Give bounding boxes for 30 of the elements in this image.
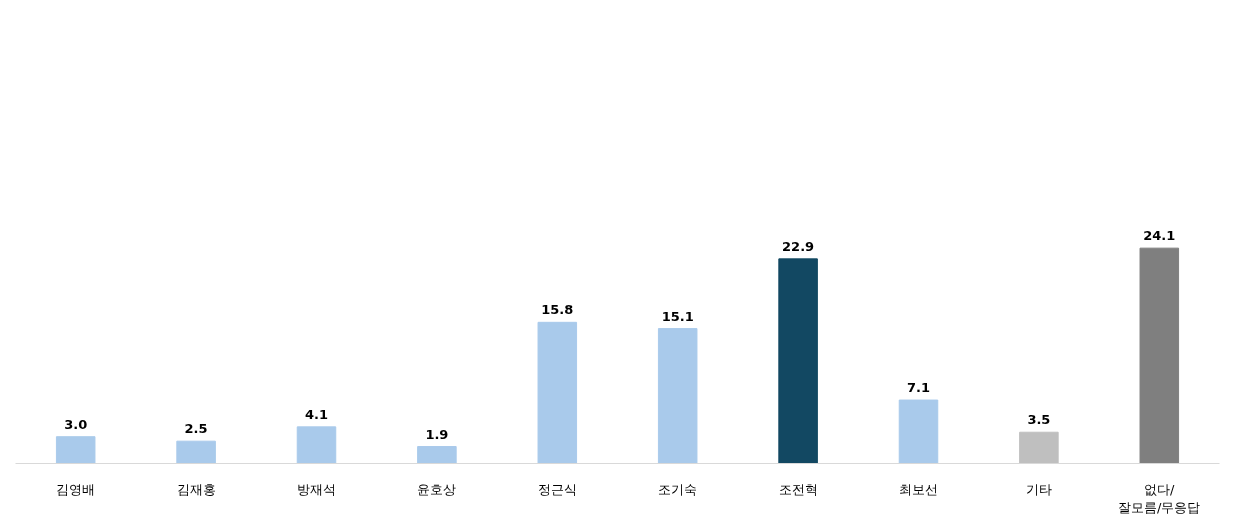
bar: [296, 426, 337, 464]
bar: [55, 436, 96, 464]
x-tick-label: 김영배: [56, 481, 96, 497]
bar: [898, 399, 939, 464]
data-label: 7.1: [906, 380, 931, 396]
bar: [778, 258, 818, 464]
data-label: 2.5: [184, 421, 208, 437]
data-label: 3.0: [64, 416, 88, 432]
data-label: 24.1: [1143, 228, 1176, 244]
x-tick-label: 조전혁: [778, 481, 818, 497]
bar: [417, 446, 457, 464]
x-tick-label: 방재석: [297, 481, 336, 497]
bar: [1139, 247, 1180, 464]
x-tick-label: 정근식: [537, 481, 577, 497]
x-tick-label: 없다/ 잘모름/무응답: [1118, 481, 1201, 515]
bar: [1019, 431, 1059, 464]
data-label: 4.1: [304, 406, 329, 422]
x-tick-label: 김재홍: [176, 481, 216, 497]
data-label: 3.5: [1027, 412, 1051, 428]
bar: [657, 328, 698, 464]
bar: [176, 440, 216, 464]
data-label: 15.8: [541, 302, 574, 318]
x-tick-label: 기타: [1025, 481, 1052, 497]
x-tick-label: 윤호상: [417, 481, 457, 497]
data-label: 22.9: [782, 238, 815, 254]
x-tick-label: 조기숙: [658, 481, 698, 497]
x-tick-label: 최보선: [899, 481, 938, 497]
bar: [537, 321, 578, 464]
data-label: 15.1: [661, 308, 694, 324]
data-label: 1.9: [425, 426, 449, 442]
